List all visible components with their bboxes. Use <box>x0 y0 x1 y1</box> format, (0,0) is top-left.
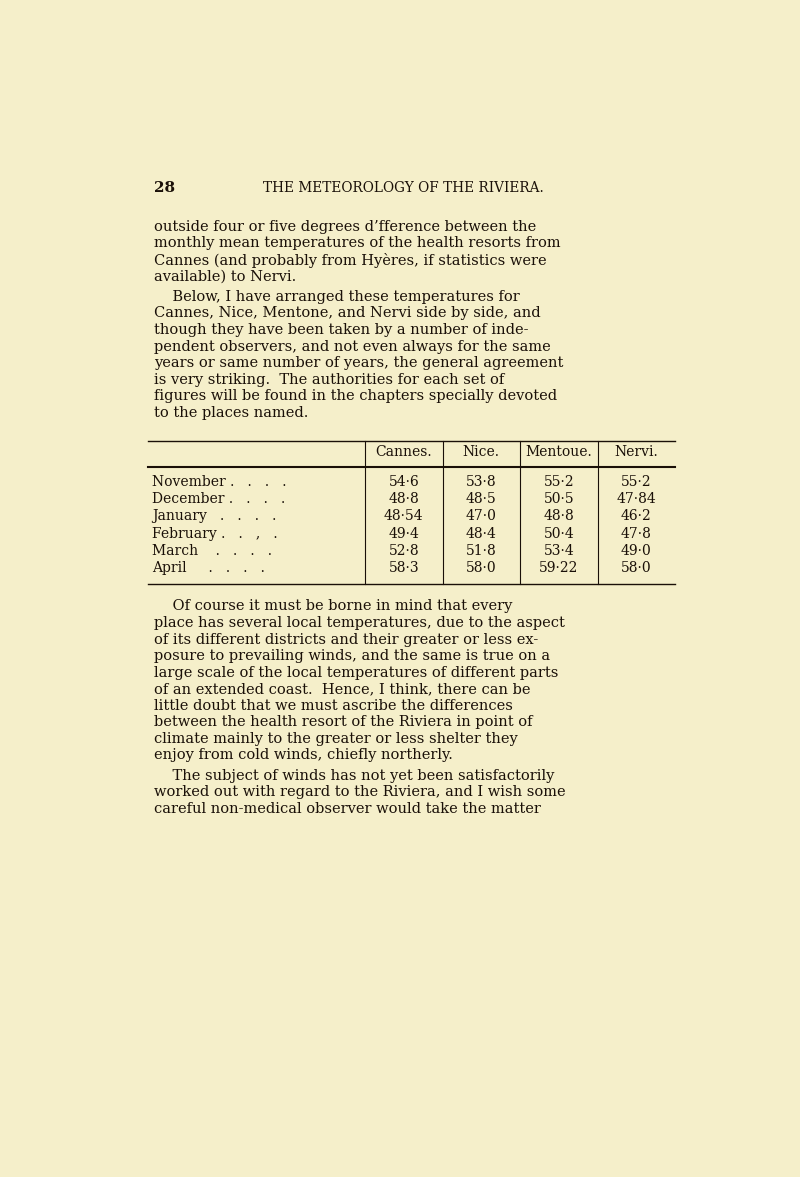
Text: 55·2: 55·2 <box>543 474 574 488</box>
Text: 49·0: 49·0 <box>621 544 652 558</box>
Text: February .   .   ,   .: February . . , . <box>152 526 278 540</box>
Text: 48·4: 48·4 <box>466 526 497 540</box>
Text: is very striking.  The authorities for each set of: is very striking. The authorities for ea… <box>154 373 505 386</box>
Text: 58·3: 58·3 <box>389 561 419 576</box>
Text: 51·8: 51·8 <box>466 544 497 558</box>
Text: 48·54: 48·54 <box>384 510 424 524</box>
Text: 46·2: 46·2 <box>621 510 652 524</box>
Text: 53·8: 53·8 <box>466 474 497 488</box>
Text: figures will be found in the chapters specially devoted: figures will be found in the chapters sp… <box>154 390 558 404</box>
Text: 49·4: 49·4 <box>388 526 419 540</box>
Text: place has several local temperatures, due to the aspect: place has several local temperatures, du… <box>154 616 565 630</box>
Text: April     .   .   .   .: April . . . . <box>152 561 265 576</box>
Text: 50·4: 50·4 <box>543 526 574 540</box>
Text: though they have been taken by a number of inde-: though they have been taken by a number … <box>154 322 529 337</box>
Text: 47·84: 47·84 <box>617 492 656 506</box>
Text: Cannes (and probably from Hyères, if statistics were: Cannes (and probably from Hyères, if sta… <box>154 253 547 268</box>
Text: large scale of the local temperatures of different parts: large scale of the local temperatures of… <box>154 666 558 679</box>
Text: 59·22: 59·22 <box>539 561 578 576</box>
Text: 47·0: 47·0 <box>466 510 497 524</box>
Text: The subject of winds has not yet been satisfactorily: The subject of winds has not yet been sa… <box>154 769 554 783</box>
Text: Nervi.: Nervi. <box>614 445 658 459</box>
Text: Cannes.: Cannes. <box>375 445 432 459</box>
Text: enjoy from cold winds, chiefly northerly.: enjoy from cold winds, chiefly northerly… <box>154 749 453 763</box>
Text: 48·8: 48·8 <box>389 492 419 506</box>
Text: 53·4: 53·4 <box>543 544 574 558</box>
Text: Cannes, Nice, Mentone, and Nervi side by side, and: Cannes, Nice, Mentone, and Nervi side by… <box>154 306 541 320</box>
Text: 58·0: 58·0 <box>466 561 497 576</box>
Text: climate mainly to the greater or less shelter they: climate mainly to the greater or less sh… <box>154 732 518 746</box>
Text: monthly mean temperatures of the health resorts from: monthly mean temperatures of the health … <box>154 237 561 251</box>
Text: 50·5: 50·5 <box>543 492 574 506</box>
Text: worked out with regard to the Riviera, and I wish some: worked out with regard to the Riviera, a… <box>154 785 566 799</box>
Text: 54·6: 54·6 <box>389 474 419 488</box>
Text: 47·8: 47·8 <box>621 526 652 540</box>
Text: posure to prevailing winds, and the same is true on a: posure to prevailing winds, and the same… <box>154 649 550 663</box>
Text: Nice.: Nice. <box>462 445 500 459</box>
Text: December .   .   .   .: December . . . . <box>152 492 285 506</box>
Text: careful non-medical observer would take the matter: careful non-medical observer would take … <box>154 802 541 816</box>
Text: Below, I have arranged these temperatures for: Below, I have arranged these temperature… <box>154 290 520 304</box>
Text: between the health resort of the Riviera in point of: between the health resort of the Riviera… <box>154 716 533 730</box>
Text: March    .   .   .   .: March . . . . <box>152 544 272 558</box>
Text: years or same number of years, the general agreement: years or same number of years, the gener… <box>154 357 564 370</box>
Text: Of course it must be borne in mind that every: Of course it must be borne in mind that … <box>154 599 513 613</box>
Text: THE METEOROLOGY OF THE RIVIERA.: THE METEOROLOGY OF THE RIVIERA. <box>262 181 543 195</box>
Text: outside four or five degrees d’fference between the: outside four or five degrees d’fference … <box>154 220 537 234</box>
Text: little doubt that we must ascribe the differences: little doubt that we must ascribe the di… <box>154 699 513 713</box>
Text: Mentoue.: Mentoue. <box>526 445 592 459</box>
Text: of its different districts and their greater or less ex-: of its different districts and their gre… <box>154 632 538 646</box>
Text: 55·2: 55·2 <box>621 474 652 488</box>
Text: pendent observers, and not even always for the same: pendent observers, and not even always f… <box>154 339 551 353</box>
Text: 48·5: 48·5 <box>466 492 497 506</box>
Text: 48·8: 48·8 <box>543 510 574 524</box>
Text: November .   .   .   .: November . . . . <box>152 474 286 488</box>
Text: 28: 28 <box>154 181 175 195</box>
Text: January   .   .   .   .: January . . . . <box>152 510 276 524</box>
Text: to the places named.: to the places named. <box>154 406 309 420</box>
Text: 58·0: 58·0 <box>621 561 652 576</box>
Text: available) to Nervi.: available) to Nervi. <box>154 270 297 284</box>
Text: of an extended coast.  Hence, I think, there can be: of an extended coast. Hence, I think, th… <box>154 683 530 696</box>
Text: 52·8: 52·8 <box>389 544 419 558</box>
